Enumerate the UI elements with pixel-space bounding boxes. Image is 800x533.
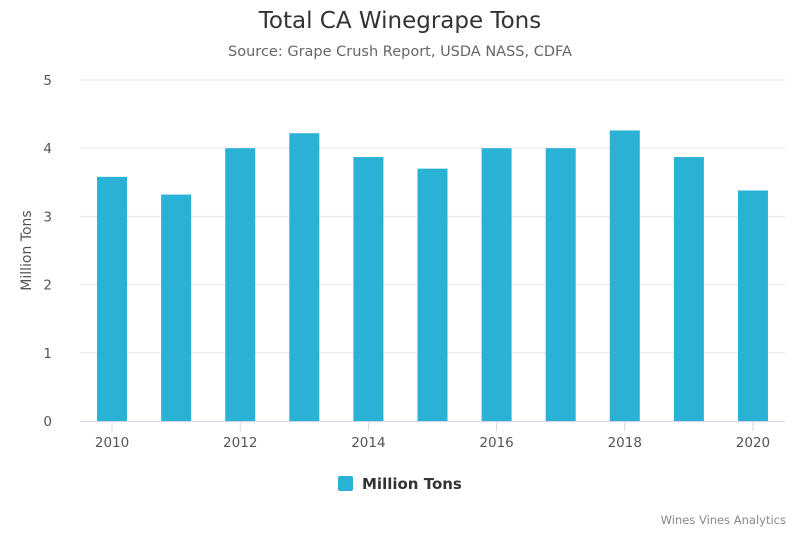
bar-2016[interactable] [481, 148, 512, 421]
bar-2015[interactable] [417, 168, 448, 421]
legend-swatch[interactable] [338, 476, 353, 491]
y-tick-label: 3 [43, 209, 52, 225]
y-axis-title: Million Tons [19, 210, 35, 290]
bar-2020[interactable] [737, 190, 768, 421]
y-tick-label: 2 [43, 278, 52, 294]
x-tick-label: 2012 [223, 435, 257, 451]
y-tick-label: 4 [43, 141, 52, 157]
x-tick-label: 2020 [736, 435, 770, 451]
bar-2013[interactable] [289, 133, 320, 422]
bar-2018[interactable] [609, 130, 640, 421]
y-tick-label: 0 [43, 414, 52, 430]
x-tick-label: 2010 [95, 435, 129, 451]
x-tick-label: 2016 [479, 435, 513, 451]
chart-title: Total CA Winegrape Tons [258, 8, 542, 34]
bar-2014[interactable] [353, 157, 384, 422]
x-tick-label: 2018 [608, 435, 642, 451]
bar-2017[interactable] [545, 148, 576, 421]
y-tick-label: 5 [43, 73, 52, 89]
bar-2019[interactable] [673, 157, 704, 422]
bar-2011[interactable] [161, 194, 192, 421]
bar-2010[interactable] [97, 176, 128, 421]
legend-label[interactable]: Million Tons [362, 475, 462, 493]
chart-subtitle: Source: Grape Crush Report, USDA NASS, C… [228, 44, 572, 60]
bar-2012[interactable] [225, 148, 256, 421]
y-tick-label: 1 [43, 346, 52, 362]
x-tick-label: 2014 [351, 435, 385, 451]
credits-text[interactable]: Wines Vines Analytics [660, 513, 786, 527]
